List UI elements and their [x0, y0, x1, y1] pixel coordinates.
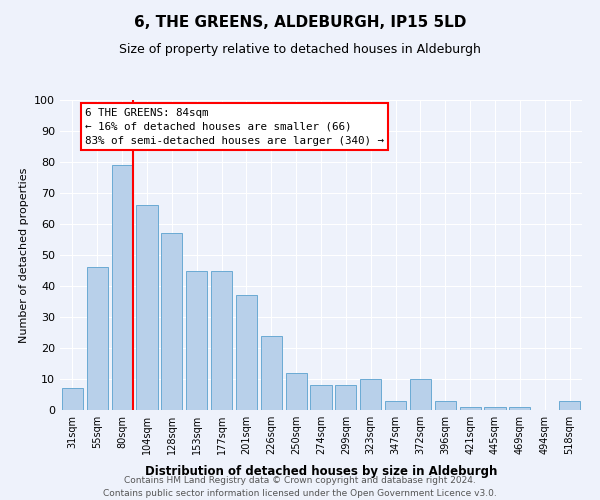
Bar — [360, 379, 381, 410]
Bar — [136, 206, 158, 410]
Bar — [87, 268, 108, 410]
Bar — [62, 388, 83, 410]
Bar — [410, 379, 431, 410]
Bar — [484, 407, 506, 410]
Text: 6 THE GREENS: 84sqm
← 16% of detached houses are smaller (66)
83% of semi-detach: 6 THE GREENS: 84sqm ← 16% of detached ho… — [85, 108, 384, 146]
Bar — [261, 336, 282, 410]
Bar — [435, 400, 456, 410]
Bar — [211, 270, 232, 410]
Bar — [186, 270, 207, 410]
Bar — [161, 234, 182, 410]
Bar — [385, 400, 406, 410]
Text: 6, THE GREENS, ALDEBURGH, IP15 5LD: 6, THE GREENS, ALDEBURGH, IP15 5LD — [134, 15, 466, 30]
Bar — [559, 400, 580, 410]
Y-axis label: Number of detached properties: Number of detached properties — [19, 168, 29, 342]
Bar — [335, 385, 356, 410]
Text: Distribution of detached houses by size in Aldeburgh: Distribution of detached houses by size … — [145, 464, 497, 477]
Bar — [460, 407, 481, 410]
Bar — [236, 296, 257, 410]
Bar — [112, 165, 133, 410]
Text: Size of property relative to detached houses in Aldeburgh: Size of property relative to detached ho… — [119, 42, 481, 56]
Bar — [310, 385, 332, 410]
Bar — [509, 407, 530, 410]
Text: Contains HM Land Registry data © Crown copyright and database right 2024.
Contai: Contains HM Land Registry data © Crown c… — [103, 476, 497, 498]
Bar — [286, 373, 307, 410]
